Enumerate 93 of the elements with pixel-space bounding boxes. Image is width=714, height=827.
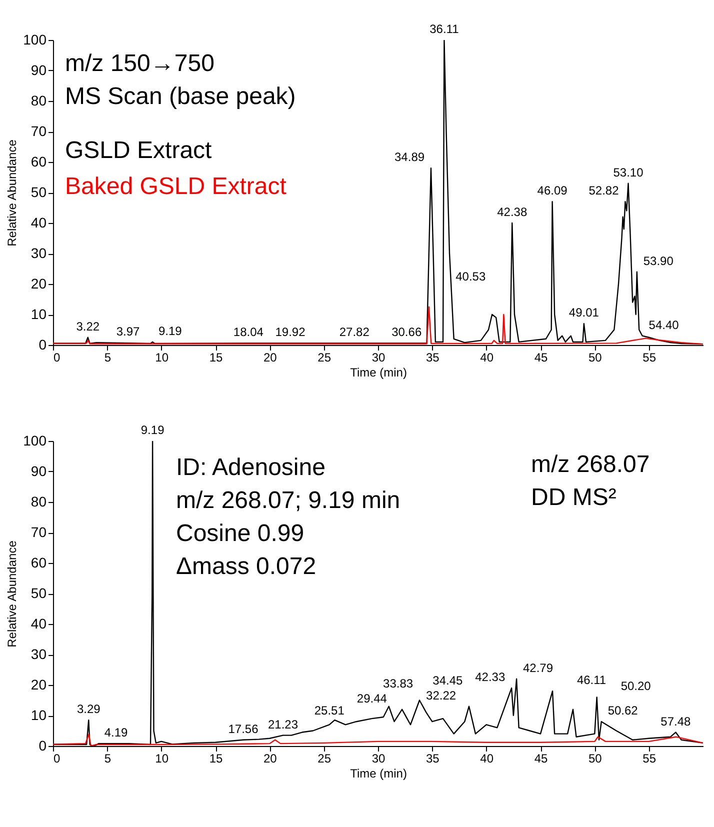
y-tick-label: 0: [38, 336, 47, 352]
annotation: 53.10: [613, 165, 644, 180]
annotation: 3.97: [116, 324, 140, 339]
x-axis-title: Time (min): [350, 766, 407, 780]
annotation: 34.45: [432, 673, 463, 688]
annotation: 50.62: [608, 704, 638, 718]
x-tick-label: 5: [104, 752, 112, 766]
annotation: 19.92: [275, 325, 306, 340]
annotation: 21.23: [268, 717, 298, 732]
annotation: 3.29: [76, 702, 101, 716]
x-tick-label: 50: [588, 350, 602, 364]
y-tick-label: 70: [30, 123, 47, 139]
x-tick-label: 45: [534, 752, 548, 766]
x-tick-label: 15: [209, 350, 223, 364]
y-tick-label: 20: [30, 676, 47, 692]
x-tick-label: 50: [588, 752, 602, 766]
y-tick-label: 90: [30, 463, 47, 479]
annotation: 53.90: [643, 254, 674, 268]
text: GSLD Extract: [65, 137, 212, 164]
x-tick-label: 0: [54, 350, 60, 364]
annotation: 52.82: [588, 184, 620, 198]
annotation: 50.20: [620, 679, 652, 694]
x-tick-label: 55: [642, 752, 656, 766]
annotation: 34.89: [394, 150, 425, 164]
annotation: 46.09: [537, 184, 568, 198]
x-tick-label: 40: [480, 350, 494, 364]
annotation: 46.11: [576, 673, 606, 688]
x-axis-title: Time (min): [350, 366, 407, 380]
annotation: Δmass 0.072: [176, 553, 316, 580]
annotation: 42.38: [497, 205, 528, 219]
annotation: 32.22: [426, 688, 456, 702]
y-tick-label: 90: [30, 62, 47, 78]
annotation: 42.33: [475, 670, 506, 684]
y-tick-label: 10: [30, 707, 47, 723]
y-tick-label: 40: [30, 214, 47, 230]
y-tick-label: 60: [30, 554, 47, 570]
y-axis-title: Relative Abundance: [5, 540, 20, 648]
x-tick-label: 25: [318, 350, 332, 364]
x-tick-label: 0: [54, 752, 60, 766]
annotation: 57.48: [660, 714, 692, 728]
annotation: 4.19: [104, 726, 128, 740]
y-tick-label: 70: [30, 524, 47, 540]
annotation: ID: Adenosine: [176, 454, 326, 481]
annotation: 9.19: [140, 423, 165, 437]
x-tick-label: 10: [155, 752, 169, 766]
text: MS Scan (base peak): [65, 83, 296, 110]
annotation: 25.51: [314, 704, 345, 718]
text: Baked GSLD Extract: [65, 173, 287, 200]
y-axis-title: Relative Abundance: [5, 139, 20, 246]
annotation: 3.22: [76, 319, 100, 334]
x-tick-label: 30: [372, 752, 386, 766]
annotation: 40.53: [456, 270, 486, 284]
x-tick-label: 55: [642, 350, 656, 364]
annotation: 29.44: [356, 692, 388, 706]
y-tick-label: 10: [30, 306, 47, 322]
text: DD MS²: [531, 484, 616, 511]
annotation: m/z 268.07; 9.19 min: [176, 487, 400, 514]
annotation: 33.83: [383, 676, 414, 690]
chart-title: m/z 150→750: [65, 50, 214, 77]
x-tick-label: 25: [318, 752, 332, 766]
annotation: 18.04: [233, 325, 264, 340]
x-tick-label: 20: [263, 350, 278, 364]
y-tick-label: 50: [30, 184, 47, 200]
y-tick-label: 60: [30, 154, 47, 170]
y-tick-label: 100: [23, 432, 47, 448]
x-tick-label: 15: [209, 752, 223, 766]
y-tick-label: 30: [30, 245, 47, 261]
y-tick-label: 100: [23, 32, 47, 48]
y-tick-label: 0: [38, 738, 47, 754]
annotation: 49.01: [568, 306, 600, 320]
x-tick-label: 10: [155, 350, 169, 364]
annotation: 42.79: [522, 660, 554, 675]
annotation: 30.66: [392, 325, 422, 340]
x-tick-label: 30: [372, 350, 386, 364]
y-tick-label: 20: [30, 276, 47, 292]
x-tick-label: 20: [263, 752, 278, 766]
annotation: 27.82: [339, 325, 370, 340]
annotation: 17.56: [228, 722, 259, 736]
x-tick-label: 5: [104, 350, 112, 364]
annotation: 36.11: [430, 22, 460, 36]
y-tick-label: 80: [30, 92, 47, 108]
y-tick-label: 40: [30, 616, 47, 632]
chart-title: m/z 268.07: [531, 451, 650, 478]
y-tick-label: 80: [30, 494, 47, 510]
annotation: Cosine 0.99: [176, 520, 304, 547]
annotation: 54.40: [648, 318, 680, 332]
x-tick-label: 35: [426, 752, 440, 766]
y-tick-label: 30: [30, 646, 47, 662]
y-tick-label: 50: [30, 585, 47, 601]
x-tick-label: 35: [426, 350, 440, 364]
x-tick-label: 45: [534, 350, 548, 364]
annotation: 9.19: [158, 324, 182, 338]
x-tick-label: 40: [480, 752, 494, 766]
